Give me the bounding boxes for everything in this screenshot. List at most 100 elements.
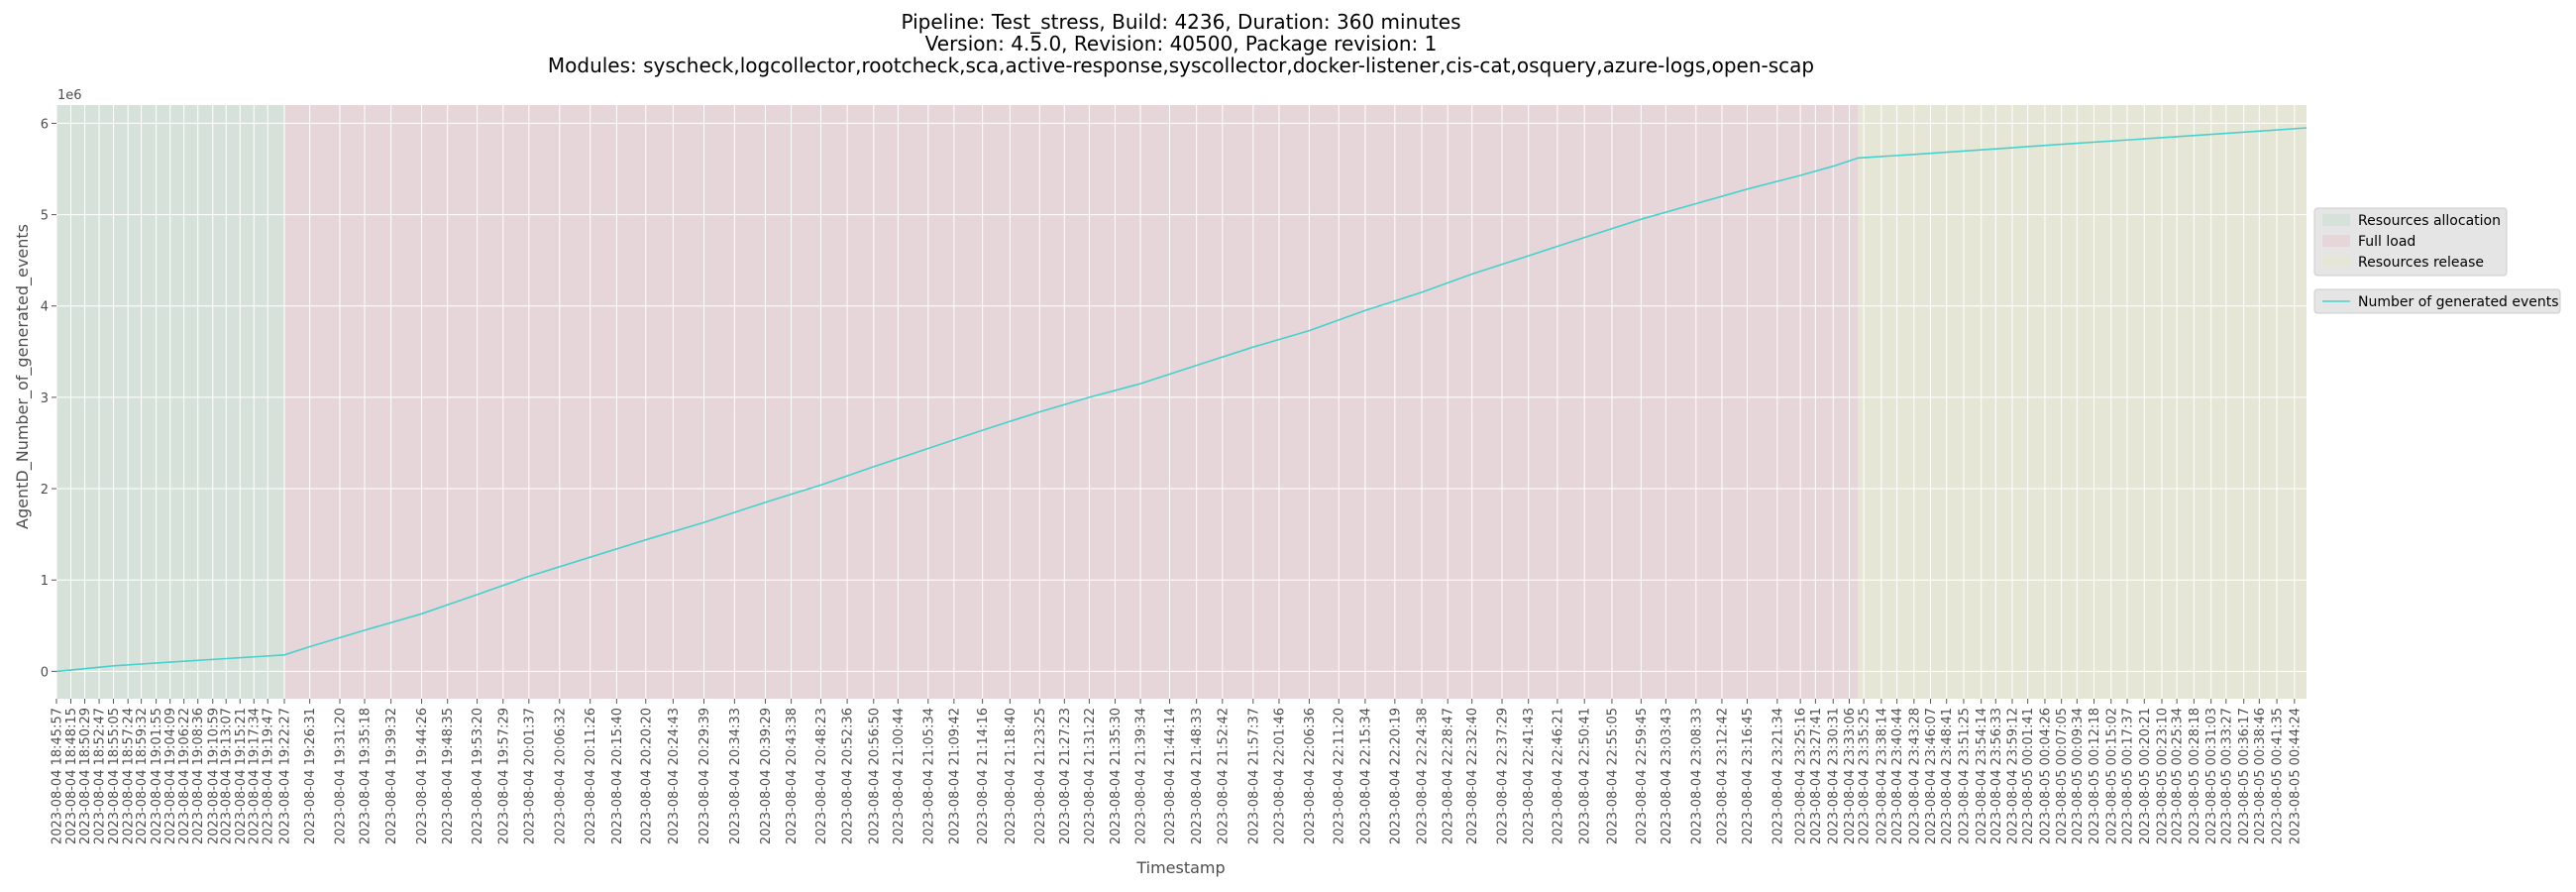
legend-swatch bbox=[2322, 256, 2350, 268]
x-tick-label: 2023-08-04 18:55:05 bbox=[107, 708, 122, 844]
series-line bbox=[55, 127, 2308, 673]
x-tick-label: 2023-08-04 18:50:29 bbox=[78, 708, 93, 844]
x-tick-label: 2023-08-04 20:39:29 bbox=[759, 708, 774, 844]
x-tick-label: 2023-08-04 21:14:16 bbox=[976, 708, 991, 844]
y-axis-label: AgentD_Number_of_generated_events bbox=[13, 224, 33, 529]
legend-series-box bbox=[2313, 288, 2561, 314]
title-line: Pipeline: Test_stress, Build: 4236, Dura… bbox=[901, 10, 1460, 34]
x-tick-label: 2023-08-05 00:09:34 bbox=[2071, 708, 2086, 844]
x-tick-label: 2023-08-04 18:45:57 bbox=[51, 708, 65, 844]
x-tick-label: 2023-08-04 21:27:23 bbox=[1058, 708, 1073, 844]
x-tick-label: 2023-08-04 20:11:26 bbox=[584, 708, 598, 844]
x-tick-label: 2023-08-04 20:15:40 bbox=[610, 708, 625, 844]
y-tick-label: 0 bbox=[41, 665, 49, 680]
title-line: Version: 4.5.0, Revision: 40500, Package… bbox=[925, 32, 1438, 56]
legend-label: Resources release bbox=[2358, 255, 2484, 271]
x-tick-label: 2023-08-05 00:12:18 bbox=[2088, 708, 2102, 844]
x-tick-label: 2023-08-04 20:52:36 bbox=[841, 708, 856, 844]
x-tick-label: 2023-08-04 22:55:05 bbox=[1605, 708, 1620, 844]
phase-spans bbox=[56, 105, 2307, 699]
x-tick-label: 2023-08-05 00:17:37 bbox=[2121, 708, 2136, 844]
x-tick-label: 2023-08-04 19:57:29 bbox=[496, 708, 511, 844]
x-tick-label: 2023-08-04 22:37:29 bbox=[1496, 708, 1511, 844]
x-tick-label: 2023-08-04 23:08:33 bbox=[1689, 708, 1704, 844]
x-tick-label: 2023-08-05 00:15:02 bbox=[2104, 708, 2119, 844]
x-axis-ticks: 2023-08-04 18:45:57 2023-08-04 18:48:15 20… bbox=[51, 699, 2303, 844]
x-tick-label: 2023-08-04 21:52:42 bbox=[1216, 708, 1231, 844]
grid-lines bbox=[55, 105, 2307, 699]
legend-swatch bbox=[2322, 235, 2350, 247]
legend-phase-box bbox=[2313, 207, 2508, 277]
x-tick-label: 2023-08-04 22:41:43 bbox=[1522, 708, 1537, 844]
x-tick-label: 2023-08-05 00:01:41 bbox=[2021, 708, 2036, 844]
x-tick-label: 2023-08-04 21:44:14 bbox=[1163, 708, 1178, 844]
x-tick-label: 2023-08-04 20:43:38 bbox=[785, 708, 800, 844]
x-tick-label: 2023-08-04 21:35:30 bbox=[1109, 708, 1124, 844]
x-tick-label: 2023-08-04 19:06:22 bbox=[177, 708, 192, 844]
x-tick-label: 2023-08-04 19:01:55 bbox=[150, 708, 164, 844]
x-tick-label: 2023-08-04 19:04:09 bbox=[163, 708, 178, 844]
x-tick-label: 2023-08-04 19:48:35 bbox=[441, 708, 456, 844]
x-tick-label: 2023-08-04 20:48:23 bbox=[814, 708, 829, 844]
x-tick-label: 2023-08-05 00:28:18 bbox=[2188, 708, 2202, 844]
x-tick-label: 2023-08-04 19:44:26 bbox=[415, 708, 430, 844]
x-tick-label: 2023-08-05 00:20:21 bbox=[2138, 708, 2153, 844]
x-tick-label: 2023-08-04 19:26:31 bbox=[303, 708, 318, 844]
x-tick-label: 2023-08-05 00:41:35 bbox=[2271, 708, 2286, 844]
x-axis-label: Timestamp bbox=[1135, 858, 1225, 877]
legend-label: Number of generated events bbox=[2358, 294, 2559, 310]
x-tick-label: 2023-08-04 22:11:20 bbox=[1333, 708, 1347, 844]
x-tick-label: 2023-08-04 20:01:37 bbox=[522, 708, 537, 844]
x-tick-label: 2023-08-04 23:51:25 bbox=[1957, 708, 1972, 844]
x-tick-label: 2023-08-04 23:48:41 bbox=[1940, 708, 1955, 844]
x-tick-label: 2023-08-04 20:34:33 bbox=[728, 708, 743, 844]
x-tick-label: 2023-08-04 23:21:34 bbox=[1771, 708, 1785, 844]
x-tick-label: 2023-08-04 21:09:42 bbox=[947, 708, 962, 844]
x-tick-label: 2023-08-04 22:15:34 bbox=[1358, 708, 1373, 844]
x-tick-label: 2023-08-05 00:36:17 bbox=[2237, 708, 2252, 844]
x-tick-label: 2023-08-04 23:12:42 bbox=[1715, 708, 1730, 844]
x-tick-label: 2023-08-04 21:23:25 bbox=[1033, 708, 1048, 844]
x-tick-label: 2023-08-04 23:46:07 bbox=[1924, 708, 1939, 844]
legend-swatch bbox=[2322, 214, 2350, 226]
x-tick-label: 2023-08-04 18:57:24 bbox=[122, 708, 137, 844]
y-tick-label: 3 bbox=[41, 391, 49, 406]
x-tick-label: 2023-08-04 19:19:47 bbox=[262, 708, 276, 844]
x-tick-label: 2023-08-04 19:17:34 bbox=[248, 708, 263, 844]
x-tick-label: 2023-08-05 00:04:26 bbox=[2038, 708, 2053, 844]
x-tick-label: 2023-08-04 22:59:45 bbox=[1635, 708, 1650, 844]
x-tick-label: 2023-08-04 19:35:18 bbox=[358, 708, 373, 844]
y-tick-label: 1 bbox=[41, 574, 49, 589]
legend-label: Full load bbox=[2358, 234, 2415, 250]
y-tick-label: 6 bbox=[41, 117, 49, 132]
x-tick-label: 2023-08-04 19:53:20 bbox=[471, 708, 485, 844]
x-tick-label: 2023-08-05 00:44:24 bbox=[2288, 708, 2303, 844]
y-tick-label: 4 bbox=[41, 300, 49, 315]
x-tick-label: 2023-08-04 21:18:40 bbox=[1004, 708, 1019, 844]
x-tick-label: 2023-08-04 18:59:32 bbox=[135, 708, 150, 844]
x-tick-label: 2023-08-04 23:54:14 bbox=[1975, 708, 1989, 844]
x-tick-label: 2023-08-04 23:30:31 bbox=[1827, 708, 1842, 844]
x-tick-label: 2023-08-05 00:33:27 bbox=[2219, 708, 2234, 844]
x-tick-label: 2023-08-04 18:52:47 bbox=[93, 708, 108, 844]
x-tick-label: 2023-08-04 21:05:34 bbox=[921, 708, 936, 844]
title-line: Modules: syscheck,logcollector,rootcheck… bbox=[548, 54, 1814, 77]
x-tick-label: 2023-08-04 22:01:46 bbox=[1272, 708, 1287, 844]
x-tick-label: 2023-08-04 22:46:21 bbox=[1551, 708, 1565, 844]
x-tick-label: 2023-08-04 20:06:32 bbox=[553, 708, 568, 844]
x-tick-label: 2023-08-04 22:28:47 bbox=[1442, 708, 1456, 844]
x-tick-label: 2023-08-04 23:33:06 bbox=[1843, 708, 1858, 844]
x-tick-label: 2023-08-04 19:08:36 bbox=[191, 708, 206, 844]
x-tick-label: 2023-08-05 00:23:10 bbox=[2156, 708, 2171, 844]
x-tick-label: 2023-08-05 00:31:03 bbox=[2204, 708, 2219, 844]
x-tick-label: 2023-08-04 23:25:16 bbox=[1794, 708, 1809, 844]
x-tick-label: 2023-08-04 21:00:44 bbox=[892, 708, 907, 844]
phase-span bbox=[1858, 105, 2307, 699]
x-tick-label: 2023-08-04 20:24:43 bbox=[667, 708, 682, 844]
x-tick-label: 2023-08-05 00:38:46 bbox=[2253, 708, 2268, 844]
x-tick-label: 2023-08-04 22:32:40 bbox=[1465, 708, 1480, 844]
x-tick-label: 2023-08-04 23:03:43 bbox=[1660, 708, 1674, 844]
x-tick-label: 2023-08-04 19:15:21 bbox=[234, 708, 249, 844]
x-tick-label: 2023-08-04 19:31:20 bbox=[333, 708, 348, 844]
